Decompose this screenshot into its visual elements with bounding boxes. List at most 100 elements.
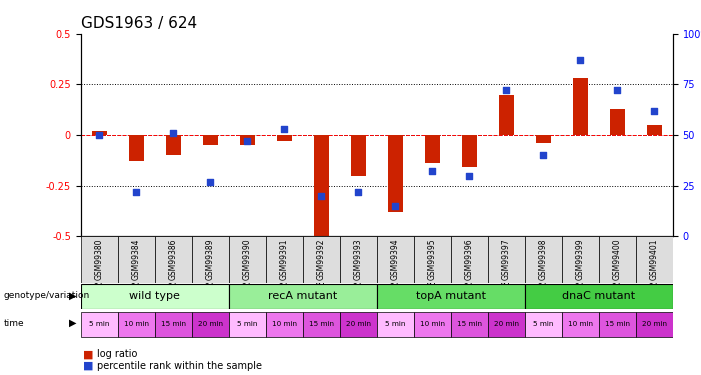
Bar (562, 236, 599, 283)
Bar (636, 236, 673, 283)
Text: GSM99393: GSM99393 (354, 239, 363, 280)
Bar (636, 312, 673, 337)
Text: time: time (4, 319, 24, 328)
Point (427, 168, 438, 174)
Bar (240, 135, 254, 145)
Bar (425, 135, 440, 164)
Text: ■: ■ (83, 361, 93, 370)
Text: GSM99399: GSM99399 (576, 239, 585, 280)
Point (649, 108, 660, 114)
Text: 15 min: 15 min (457, 321, 482, 327)
Text: 5 min: 5 min (533, 321, 554, 327)
Point (278, 126, 290, 132)
Bar (229, 284, 377, 309)
Text: recA mutant: recA mutant (268, 291, 337, 301)
Bar (155, 312, 191, 337)
Text: GSM99390: GSM99390 (243, 239, 252, 280)
Text: 10 min: 10 min (123, 321, 149, 327)
Text: 15 min: 15 min (161, 321, 186, 327)
Bar (499, 94, 514, 135)
Text: 20 min: 20 min (642, 321, 667, 327)
Bar (377, 236, 414, 283)
Text: ▶: ▶ (69, 318, 76, 328)
Text: GSM99401: GSM99401 (650, 239, 659, 280)
Text: GSM99395: GSM99395 (428, 239, 437, 280)
Text: 20 min: 20 min (198, 321, 223, 327)
Text: ■: ■ (83, 350, 93, 359)
Text: GSM99400: GSM99400 (613, 239, 622, 280)
Bar (203, 135, 217, 145)
Bar (488, 312, 525, 337)
Point (538, 152, 549, 158)
Bar (610, 109, 625, 135)
Text: wild type: wild type (129, 291, 180, 301)
Bar (155, 236, 191, 283)
Bar (266, 312, 303, 337)
Text: 10 min: 10 min (420, 321, 445, 327)
Text: ▶: ▶ (69, 291, 76, 300)
Point (242, 138, 253, 144)
Bar (451, 236, 488, 283)
Bar (414, 312, 451, 337)
Text: GSM99394: GSM99394 (390, 239, 400, 280)
Bar (277, 135, 292, 141)
Bar (340, 312, 377, 337)
Bar (562, 312, 599, 337)
Point (390, 203, 401, 209)
Bar (229, 312, 266, 337)
Bar (647, 125, 662, 135)
Text: GSM99386: GSM99386 (169, 239, 177, 280)
Bar (92, 131, 107, 135)
Bar (340, 236, 377, 283)
Text: GDS1963 / 624: GDS1963 / 624 (81, 16, 197, 31)
Text: 20 min: 20 min (346, 321, 371, 327)
Bar (462, 135, 477, 167)
Bar (525, 236, 562, 283)
Text: GSM99389: GSM99389 (205, 239, 215, 280)
Text: GSM99384: GSM99384 (132, 239, 141, 280)
Point (353, 189, 364, 195)
Bar (191, 236, 229, 283)
Point (315, 193, 327, 199)
Point (464, 172, 475, 178)
Text: percentile rank within the sample: percentile rank within the sample (97, 361, 261, 370)
Bar (118, 312, 155, 337)
Point (130, 189, 142, 195)
Text: topA mutant: topA mutant (416, 291, 486, 301)
Text: log ratio: log ratio (97, 350, 137, 359)
Bar (81, 284, 229, 309)
Bar (525, 312, 562, 337)
Point (575, 57, 586, 63)
Bar (129, 135, 144, 161)
Point (501, 87, 512, 93)
Bar (266, 236, 303, 283)
Bar (314, 135, 329, 236)
Point (168, 130, 179, 136)
Bar (377, 284, 525, 309)
Text: 20 min: 20 min (494, 321, 519, 327)
Bar (388, 135, 402, 212)
Text: 10 min: 10 min (272, 321, 297, 327)
Bar (488, 236, 525, 283)
Bar (573, 78, 588, 135)
Bar (599, 312, 636, 337)
Text: GSM99396: GSM99396 (465, 239, 474, 280)
Text: 15 min: 15 min (605, 321, 630, 327)
Point (612, 87, 623, 93)
Text: 5 min: 5 min (89, 321, 109, 327)
Bar (191, 312, 229, 337)
Text: 5 min: 5 min (237, 321, 257, 327)
Bar (303, 312, 340, 337)
Text: GSM99391: GSM99391 (280, 239, 289, 280)
Text: 5 min: 5 min (385, 321, 405, 327)
Point (205, 178, 216, 184)
Bar (414, 236, 451, 283)
Bar (351, 135, 366, 176)
Bar (525, 284, 673, 309)
Text: GSM99392: GSM99392 (317, 239, 326, 280)
Text: GSM99380: GSM99380 (95, 239, 104, 280)
Text: genotype/variation: genotype/variation (4, 291, 90, 300)
Text: 15 min: 15 min (308, 321, 334, 327)
Bar (165, 135, 181, 155)
Bar (81, 312, 118, 337)
